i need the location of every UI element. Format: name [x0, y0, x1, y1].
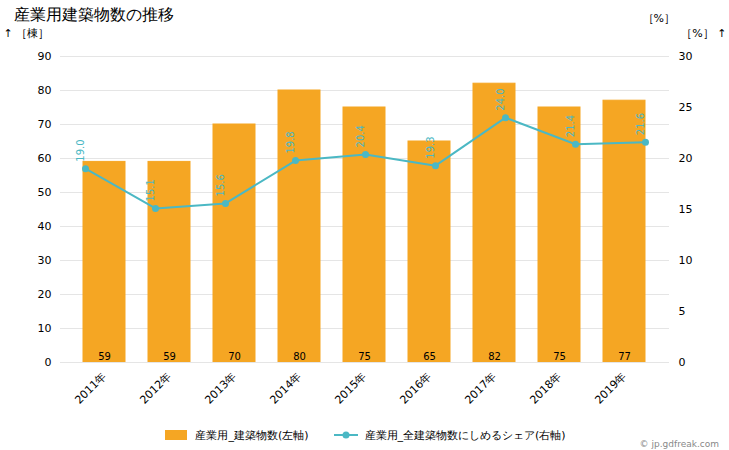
- svg-text:75: 75: [553, 351, 566, 362]
- svg-text:2018年: 2018年: [527, 370, 564, 407]
- svg-text:5: 5: [679, 305, 686, 318]
- svg-text:70: 70: [228, 351, 241, 362]
- svg-text:30: 30: [38, 254, 52, 267]
- svg-text:15.6: 15.6: [215, 174, 226, 196]
- svg-text:20.4: 20.4: [355, 125, 366, 147]
- html-text:© jp.gdfreak.com: © jp.gdfreak.com: [639, 439, 719, 449]
- svg-text:75: 75: [358, 351, 371, 362]
- svg-text:90: 90: [38, 50, 52, 63]
- svg-text:21.6: 21.6: [635, 113, 646, 135]
- svg-text:24.0: 24.0: [495, 88, 506, 110]
- svg-text:2017年: 2017年: [462, 370, 499, 407]
- svg-text:59: 59: [98, 351, 111, 362]
- svg-text:59: 59: [163, 351, 176, 362]
- svg-text:20: 20: [38, 288, 52, 301]
- html-text:産業用_全建築物数にしめるシェア(右軸): 産業用_全建築物数にしめるシェア(右軸): [364, 428, 566, 442]
- svg-text:0: 0: [45, 356, 52, 369]
- svg-text:21.4: 21.4: [565, 115, 576, 137]
- svg-text:65: 65: [423, 351, 436, 362]
- svg-text:2014年: 2014年: [267, 370, 304, 407]
- svg-text:19.3: 19.3: [425, 136, 436, 158]
- svg-text:80: 80: [293, 351, 306, 362]
- svg-text:20: 20: [679, 152, 693, 165]
- svg-text:50: 50: [38, 186, 52, 199]
- svg-text:2013年: 2013年: [202, 370, 239, 407]
- svg-text:10: 10: [679, 254, 693, 267]
- svg-text:80: 80: [38, 84, 52, 97]
- svg-text:2011年: 2011年: [72, 370, 109, 407]
- svg-text:77: 77: [618, 351, 631, 362]
- svg-text:70: 70: [38, 118, 52, 131]
- svg-text:60: 60: [38, 152, 52, 165]
- svg-text:10: 10: [38, 322, 52, 335]
- svg-text:［%］ ↑: ［%］ ↑: [681, 27, 726, 40]
- svg-text:15.1: 15.1: [145, 179, 156, 201]
- svg-text:2019年: 2019年: [592, 370, 629, 407]
- svg-text:25: 25: [679, 101, 693, 114]
- svg-text:30: 30: [679, 50, 693, 63]
- svg-text:↑ ［棟］: ↑ ［棟］: [4, 27, 50, 40]
- html-text:産業用建築物数の推移: 産業用建築物数の推移: [14, 5, 174, 24]
- svg-text:2012年: 2012年: [137, 370, 174, 407]
- svg-text:19.8: 19.8: [285, 131, 296, 153]
- html-text:産業用_建築物数(左軸): 産業用_建築物数(左軸): [195, 428, 309, 442]
- svg-text:2016年: 2016年: [397, 370, 434, 407]
- svg-text:82: 82: [488, 351, 501, 362]
- svg-text:2015年: 2015年: [332, 370, 369, 407]
- svg-text:0: 0: [679, 356, 686, 369]
- svg-text:40: 40: [38, 220, 52, 233]
- svg-text:19.0: 19.0: [75, 139, 86, 161]
- svg-text:15: 15: [679, 203, 693, 216]
